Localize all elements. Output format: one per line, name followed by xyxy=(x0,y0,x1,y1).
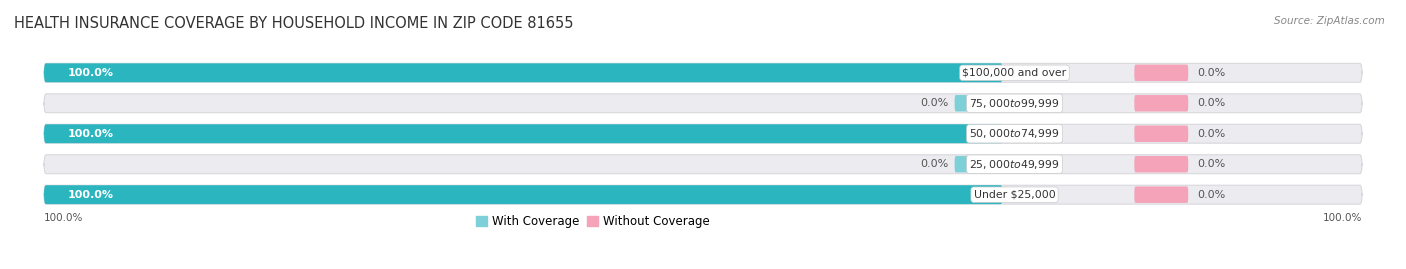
Text: 100.0%: 100.0% xyxy=(67,190,114,200)
Text: $100,000 and over: $100,000 and over xyxy=(963,68,1067,78)
FancyBboxPatch shape xyxy=(1135,156,1188,172)
Text: $50,000 to $74,999: $50,000 to $74,999 xyxy=(969,127,1060,140)
FancyBboxPatch shape xyxy=(44,185,1362,204)
FancyBboxPatch shape xyxy=(1135,95,1188,111)
FancyBboxPatch shape xyxy=(955,156,1002,172)
Text: 100.0%: 100.0% xyxy=(1323,213,1362,224)
FancyBboxPatch shape xyxy=(1135,65,1188,81)
Legend: With Coverage, Without Coverage: With Coverage, Without Coverage xyxy=(475,215,710,228)
FancyBboxPatch shape xyxy=(44,124,1002,143)
Text: $25,000 to $49,999: $25,000 to $49,999 xyxy=(969,158,1060,171)
Text: 0.0%: 0.0% xyxy=(921,98,949,108)
Text: $75,000 to $99,999: $75,000 to $99,999 xyxy=(969,97,1060,110)
FancyBboxPatch shape xyxy=(1135,186,1188,203)
FancyBboxPatch shape xyxy=(44,63,1362,82)
Text: 0.0%: 0.0% xyxy=(1198,68,1226,78)
Text: 100.0%: 100.0% xyxy=(44,213,83,224)
Text: 0.0%: 0.0% xyxy=(921,159,949,169)
FancyBboxPatch shape xyxy=(1135,126,1188,142)
Text: 0.0%: 0.0% xyxy=(1198,190,1226,200)
FancyBboxPatch shape xyxy=(44,124,1362,143)
Text: HEALTH INSURANCE COVERAGE BY HOUSEHOLD INCOME IN ZIP CODE 81655: HEALTH INSURANCE COVERAGE BY HOUSEHOLD I… xyxy=(14,16,574,31)
FancyBboxPatch shape xyxy=(44,185,1002,204)
FancyBboxPatch shape xyxy=(955,95,1002,111)
FancyBboxPatch shape xyxy=(44,63,1002,82)
Text: Under $25,000: Under $25,000 xyxy=(973,190,1056,200)
Text: Source: ZipAtlas.com: Source: ZipAtlas.com xyxy=(1274,16,1385,26)
FancyBboxPatch shape xyxy=(44,94,1362,113)
Text: 0.0%: 0.0% xyxy=(1198,159,1226,169)
Text: 0.0%: 0.0% xyxy=(1198,129,1226,139)
Text: 100.0%: 100.0% xyxy=(67,68,114,78)
Text: 100.0%: 100.0% xyxy=(67,129,114,139)
Text: 0.0%: 0.0% xyxy=(1198,98,1226,108)
FancyBboxPatch shape xyxy=(44,155,1362,174)
